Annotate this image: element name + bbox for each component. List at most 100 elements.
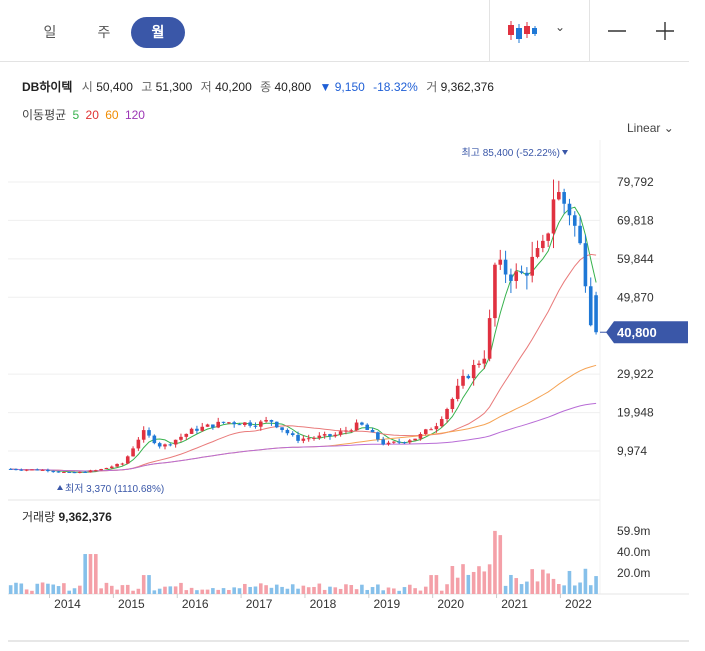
volume-title-value: 9,362,376 [58,510,112,524]
tab-week[interactable]: 주 [97,24,111,40]
y-tick-label: 19,948 [617,406,654,420]
candle-body [514,271,519,281]
price-summary: DB하이텍 시 50,400 고 51,300 저 40,200 종 40,80… [22,78,499,95]
candle-body [152,435,157,444]
candle-body [94,470,98,472]
min-price-label: 최저 3,370 (1110.68%) [65,483,164,495]
volume-bar [578,582,582,594]
candle-body [567,203,572,216]
candle-body [349,430,354,432]
zoom-out-button[interactable] [600,14,634,48]
volume-bar [253,586,258,594]
candle-body [264,420,268,422]
candle-body [200,426,205,431]
volume-bar [72,588,77,594]
volume-bar [157,588,162,594]
max-marker-icon [562,150,568,155]
candle-body [120,463,125,465]
volume-bar [40,582,45,594]
candle-body [67,471,72,473]
volume-title-label: 거래량 [22,510,56,524]
candle-body [30,469,34,471]
open-label: 시 [81,80,93,94]
candle-body [354,422,359,431]
ma-60: 60 [105,108,119,122]
volume-bar [354,589,359,594]
volume-bar [365,589,370,594]
chart-toolbar: 일 주 월 ⌄ [0,0,689,62]
tab-day[interactable]: 일 [43,24,57,40]
toolbar-divider [589,0,590,62]
candle-body [24,469,29,471]
volume-bar [83,554,87,594]
candle-body [594,295,598,333]
volume-bar [588,585,593,594]
candle-body [418,433,423,439]
volume-bar [344,584,348,594]
volume-bar [429,575,433,594]
candle-body [423,429,428,434]
volume-bar [131,590,135,594]
volume-tick-label: 40.0m [617,545,650,559]
candle-body [14,469,18,471]
candle-body [205,424,210,427]
volume-bar [466,574,471,594]
candle-body [466,375,471,379]
candle-body [392,441,396,443]
volume-bar [594,576,598,594]
y-tick-label: 9,974 [617,444,647,458]
candle-body [232,422,236,425]
toolbar-divider [489,0,490,62]
x-tick-label: 2019 [373,597,400,611]
volume-bar [141,575,146,594]
open-value: 50,400 [96,80,133,94]
volume-bar [322,589,327,594]
volume-bar [423,586,428,594]
candle-body [429,429,433,431]
volume-bar [328,586,332,594]
candle-body [179,436,183,440]
volume-bar [434,575,439,594]
x-tick-label: 2018 [310,597,337,611]
volume-bar [551,578,556,594]
volume-bar [227,589,231,594]
candle-body [365,424,370,430]
volume-bar [8,585,13,594]
candle-body [525,272,529,276]
volume-bar [386,587,391,594]
x-tick-label: 2017 [246,597,273,611]
candle-body [157,443,162,447]
candle-body [125,456,130,464]
candle-body [109,466,114,468]
volume-bar [56,586,61,594]
volume-bar [62,583,66,594]
chart-type-select[interactable]: ⌄ [505,18,575,46]
candle-body [434,426,439,430]
volume-bar [179,582,183,594]
volume-bar [78,585,82,594]
volume-bar [248,586,252,594]
volume-bar [30,590,34,594]
candle-body [360,422,364,425]
change-value: ▼ 9,150 [319,80,365,94]
candle-body [407,440,412,443]
candle-body [221,421,226,423]
candle-body [482,358,487,364]
volume-bar [205,589,210,594]
candle-body [40,469,45,471]
volume-bar [290,584,295,594]
candle-body [19,469,24,471]
candle-body [583,243,588,287]
candle-body [306,438,311,440]
candle-body [46,469,50,472]
ma-120: 120 [124,108,145,122]
zoom-in-button[interactable] [648,14,682,48]
volume-bar [120,585,125,594]
candle-body [562,192,566,204]
volume-bar [583,568,588,594]
candle-body [551,199,556,234]
scale-select[interactable]: Linear ⌄ [627,121,674,135]
volume-bar [525,581,529,594]
tab-month[interactable]: 월 [131,17,185,48]
candle-body [184,433,189,437]
